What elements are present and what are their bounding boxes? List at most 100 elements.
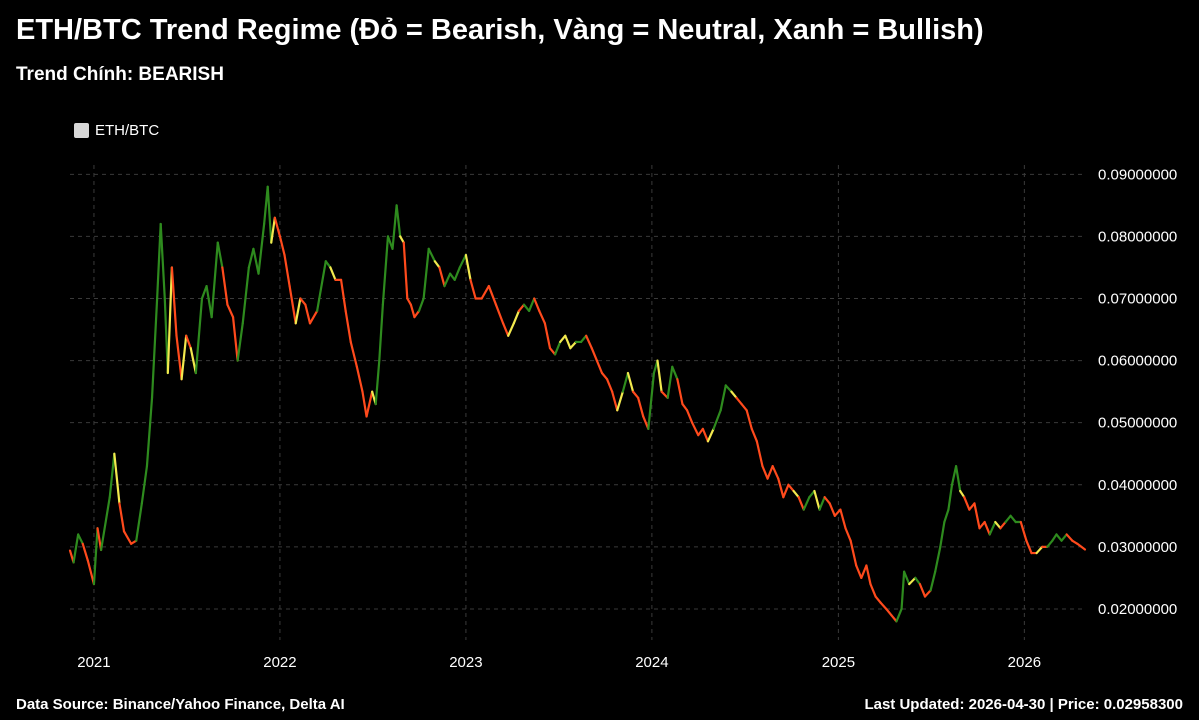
price-segment-bullish [527,297,536,313]
price-segment-bullish [1046,539,1054,548]
price-segment-bearish [365,390,374,418]
last-updated-note: Last Updated: 2026-04-30 | Price: 0.0295… [864,696,1183,713]
price-segment-bullish [914,576,922,586]
price-segment-neutral [908,576,917,586]
price-segment-bearish [487,284,498,306]
price-segment-bearish [637,396,645,418]
y-tick-label: 0.08000000 [1098,228,1177,245]
price-segment-bullish [1009,514,1017,524]
price-segment-bearish [855,564,863,580]
price-segment-bearish [735,396,743,406]
price-segment-bearish [885,607,893,617]
price-segment-bullish [621,371,630,393]
price-segment-bearish [273,216,282,238]
price-segment-neutral [792,489,800,499]
price-segment-bullish [381,235,390,306]
price-segment-bearish [185,334,192,350]
price-segment-bearish [402,241,409,300]
price-segment-bearish [782,483,790,499]
y-tick-label: 0.06000000 [1098,353,1177,370]
price-segment-neutral [464,253,472,281]
price-segment-bullish [900,570,906,611]
price-segment-bearish [590,347,598,362]
price-segment-bearish [585,334,593,350]
price-segment-neutral [1035,545,1044,555]
price-segment-bearish [766,465,774,480]
price-segment-bullish [453,266,461,281]
price-segment-bullish [150,297,159,399]
price-segment-bearish [605,378,614,393]
price-segment-neutral [813,489,821,511]
price-segment-bearish [849,539,858,567]
price-segment-bullish [378,303,384,362]
price-segment-bullish [719,384,727,412]
x-tick-label: 2025 [822,654,855,671]
price-segment-bearish [823,496,831,505]
x-tick-label: 2022 [263,654,296,671]
price-segment-bearish [175,334,183,381]
price-segment-bullish [108,452,116,499]
price-segment-bearish [86,559,96,586]
price-segment-bullish [939,520,946,548]
price-segment-bearish [409,303,416,319]
y-tick-label: 0.02000000 [1098,601,1177,618]
price-segment-bullish [156,222,162,300]
price-segment-bullish [395,204,402,238]
price-segment-bearish [839,508,847,530]
price-segment-bearish [304,303,312,325]
chart-subtitle: Trend Chính: BEARISH [16,64,224,85]
price-segment-bearish [543,322,552,350]
price-segment-bearish [755,440,764,468]
price-segment-bullish [374,359,381,406]
legend-swatch [74,123,89,138]
price-segment-bearish [413,309,421,319]
price-segment-bearish [122,530,133,545]
price-segment-bullish [724,384,733,393]
price-segment-bullish [1004,514,1012,524]
y-tick-label: 0.04000000 [1098,477,1177,494]
series-layer [68,185,1087,623]
price-segment-bearish [406,297,412,306]
price-segment-bullish [236,322,244,362]
price-segment-neutral [616,390,624,412]
price-segment-bullish [216,241,224,269]
price-segment-bearish [879,601,888,611]
axis-layer: 0.02000000 0.03000000 0.04000000 0.05000000… [77,166,1177,671]
price-segment-neutral [270,216,276,244]
price-segment-bearish [1019,520,1028,542]
price-segment-neutral [166,266,174,375]
price-segment-bullish [934,545,942,573]
price-segment-bearish [118,502,126,533]
price-segment-bullish [241,266,250,325]
price-segment-bearish [344,309,352,344]
y-tick-label: 0.09000000 [1098,166,1177,183]
price-segment-bearish [494,303,505,325]
price-segment-bearish [283,253,291,288]
price-segment-bullish [159,222,166,300]
price-segment-bullish [422,247,430,300]
price-segment-bullish [458,253,468,269]
price-segment-neutral [559,334,567,344]
price-segment-bearish [308,309,319,325]
price-segment-bullish [145,396,154,468]
price-segment-bearish [771,465,780,480]
price-segment-bullish [988,520,997,536]
price-segment-bullish [647,371,656,430]
price-segment-neutral [656,359,663,393]
chart-title: ETH/BTC Trend Regime (Đỏ = Bearish, Vàng… [16,14,984,46]
legend-label: ETH/BTC [95,122,160,139]
price-segment-bearish [517,303,526,313]
price-segment-neutral [569,340,578,350]
price-segment-bearish [81,542,89,562]
price-segment-bullish [247,247,255,269]
price-segment-bullish [802,496,811,511]
price-segment-bearish [918,583,927,598]
y-tick-label: 0.03000000 [1098,539,1177,556]
price-segment-bullish [553,340,562,356]
price-segment-neutral [294,297,302,325]
price-segment-bullish [205,284,213,319]
price-segment-bearish [761,465,769,480]
price-segment-bullish [316,260,327,313]
price-segment-bearish [844,527,852,542]
price-segment-bearish [1076,542,1087,551]
